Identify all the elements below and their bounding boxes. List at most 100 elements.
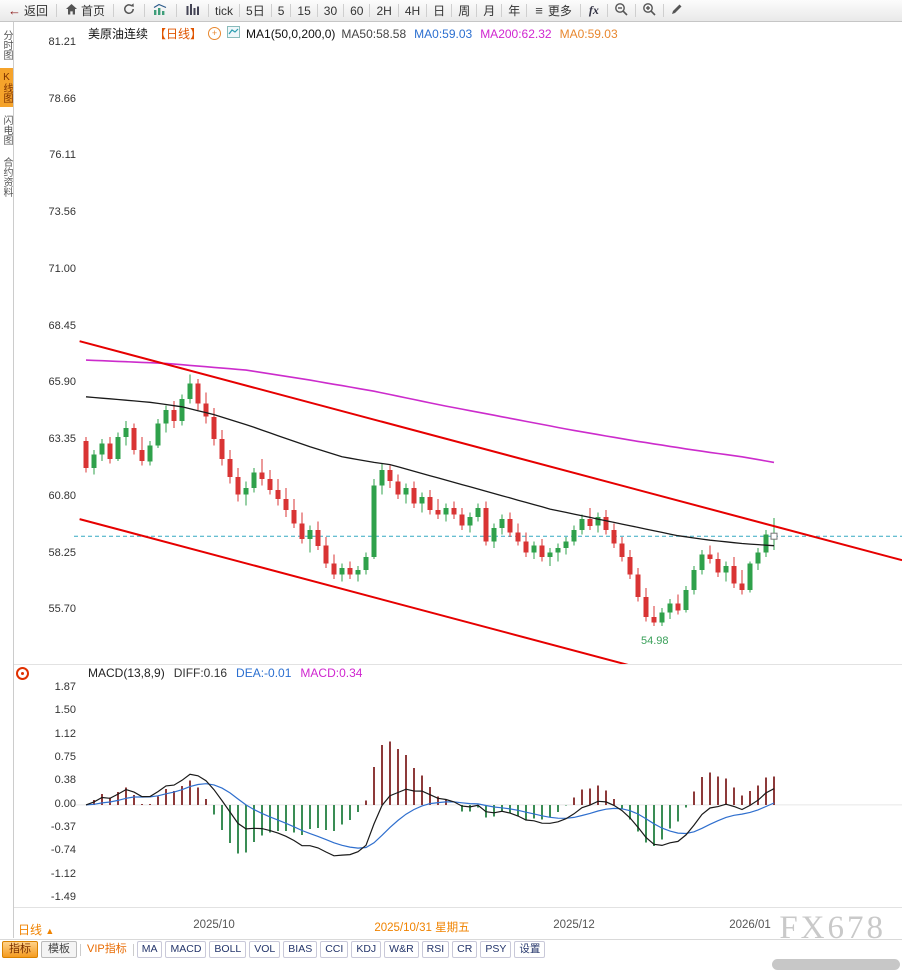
chart-type-sidebar: 分时图 K线图闪电图合约资料 bbox=[0, 22, 14, 938]
back-label: 返回 bbox=[24, 4, 49, 18]
toolbar-separator bbox=[316, 4, 318, 17]
date-axis-label-0: 2025/10 bbox=[193, 919, 235, 931]
macd-axis-label: -0.37 bbox=[50, 820, 76, 833]
period-button-7[interactable]: 4H bbox=[404, 3, 421, 18]
period-button-9[interactable]: 周 bbox=[458, 4, 471, 18]
macd-axis-label: -1.49 bbox=[50, 890, 76, 903]
indicator-tab-9[interactable]: KDJ bbox=[351, 941, 382, 958]
home-icon bbox=[65, 3, 78, 19]
indicator-tab-11[interactable]: RSI bbox=[421, 941, 450, 958]
line-chart-icon bbox=[153, 3, 168, 19]
toolbar-separator bbox=[634, 4, 636, 17]
period-tag: 【日线】 bbox=[154, 27, 203, 41]
macd-axis-label: 1.87 bbox=[54, 681, 76, 693]
indicator-toolbar: 指标 模板 VIP指标 MA MACD BOLL VOL BIAS CCI KDJ W&R RSI CR… bbox=[0, 940, 602, 959]
indicator-tab-3[interactable]: MA bbox=[136, 941, 163, 958]
price-axis-label: 63.35 bbox=[48, 433, 76, 446]
indicator-tab-2[interactable]: VIP指标 bbox=[87, 943, 127, 955]
indicator-tab-0[interactable]: 指标 bbox=[2, 941, 38, 958]
macd-axis-label: 1.50 bbox=[54, 704, 76, 717]
ma-value-3: MA0:59.03 bbox=[559, 26, 618, 41]
add-indicator-icon[interactable]: + bbox=[208, 27, 222, 40]
macd-plot[interactable] bbox=[14, 682, 902, 906]
indicator-tab-1[interactable]: 模板 bbox=[41, 941, 77, 958]
indicator-tab-12[interactable]: CR bbox=[452, 941, 478, 958]
toolbar-separator bbox=[239, 4, 241, 17]
candles-layer bbox=[83, 374, 777, 627]
macd-axis-label: -1.12 bbox=[50, 867, 76, 880]
ma-settings-icon[interactable] bbox=[227, 26, 241, 41]
indicator-tab-10[interactable]: W&R bbox=[384, 941, 419, 958]
period-button-2[interactable]: 5 bbox=[277, 3, 285, 18]
date-axis-label-2: 2025/12 bbox=[553, 919, 595, 931]
ma200-line bbox=[85, 359, 775, 464]
chart-header: 美原油连续 【日线】 + MA1(50,0,200,0) MA50:58.58 M… bbox=[88, 25, 618, 42]
toolbar-separator bbox=[369, 4, 371, 17]
macd-value-1: DEA:-0.01 bbox=[236, 666, 292, 680]
price-axis-label: 58.25 bbox=[48, 546, 76, 559]
toolbar-separator bbox=[343, 4, 345, 17]
date-axis-label-1: 2025/10/31 星期五 bbox=[374, 922, 470, 934]
macd-formula: MACD(13,8,9) bbox=[88, 666, 165, 680]
volume-chart-button[interactable] bbox=[177, 0, 208, 21]
sidebar-item-0[interactable]: 分时图 bbox=[1, 30, 12, 60]
indicator-tab-4[interactable]: MACD bbox=[165, 941, 207, 958]
ma-value-0: MA50:58.58 bbox=[341, 26, 407, 41]
dea-line bbox=[85, 783, 775, 849]
ma-values: MA50:58.58 MA0:59.03 MA200:62.32 MA0:59.03 bbox=[341, 27, 617, 41]
price-axis-label: 81.21 bbox=[48, 36, 76, 48]
toolbar-separator bbox=[579, 4, 581, 17]
timeframe-arrow-icon: ▲ bbox=[45, 926, 55, 936]
line-chart-button[interactable] bbox=[145, 0, 176, 21]
macd-value-2: MACD:0.34 bbox=[300, 666, 363, 680]
price-axis-label: 60.80 bbox=[48, 489, 76, 502]
indicator-tab-6[interactable]: VOL bbox=[249, 941, 281, 958]
period-button-10[interactable]: 月 bbox=[483, 4, 496, 18]
fx-label: fx bbox=[588, 3, 599, 17]
horizontal-scrollbar-thumb[interactable] bbox=[772, 959, 900, 970]
sidebar-item-2[interactable]: 闪电图 bbox=[1, 115, 12, 145]
toolbar-separator bbox=[662, 4, 664, 17]
period-button-5[interactable]: 60 bbox=[350, 3, 364, 18]
macd-indicator-icon[interactable] bbox=[16, 667, 29, 680]
period-button-1[interactable]: 5日 bbox=[246, 4, 265, 18]
draw-tool-button[interactable] bbox=[664, 0, 690, 21]
period-button-0[interactable]: tick bbox=[215, 3, 234, 18]
timeframe-badge[interactable]: 日线 ▲ bbox=[18, 921, 54, 938]
fx-indicators-button[interactable]: fx bbox=[581, 0, 607, 21]
toolbar-separator bbox=[526, 4, 528, 17]
volume-chart-icon bbox=[185, 3, 200, 19]
pane-divider bbox=[14, 664, 902, 665]
macd-axis-label: 0.00 bbox=[54, 797, 76, 810]
toolbar-separator bbox=[606, 4, 608, 17]
indicator-tab-5[interactable]: BOLL bbox=[209, 941, 247, 958]
price-axis-label: 76.11 bbox=[49, 149, 76, 162]
back-button[interactable]: ← 返回 bbox=[0, 0, 56, 21]
indicator-tab-7[interactable]: BIAS bbox=[283, 941, 318, 958]
period-button-6[interactable]: 2H bbox=[376, 3, 392, 18]
zoom-out-button[interactable] bbox=[608, 0, 635, 21]
macd-axis-label: 1.12 bbox=[54, 727, 76, 740]
back-arrow-icon: ← bbox=[8, 3, 21, 18]
period-button-4[interactable]: 30 bbox=[323, 3, 338, 18]
period-button-3[interactable]: 15 bbox=[297, 3, 311, 18]
ma-value-2: MA200:62.32 bbox=[480, 26, 552, 41]
toolbar-separator bbox=[270, 4, 272, 17]
zoom-in-button[interactable] bbox=[636, 0, 663, 21]
more-button[interactable]: ≡ 更多 bbox=[527, 0, 580, 21]
footer-separator bbox=[80, 943, 81, 956]
indicator-tab-13[interactable]: PSY bbox=[480, 941, 512, 958]
period-button-8[interactable]: 日 bbox=[433, 4, 446, 18]
period-button-11[interactable]: 年 bbox=[508, 4, 521, 18]
price-axis-label: 68.45 bbox=[48, 319, 76, 332]
indicator-tab-8[interactable]: CCI bbox=[320, 941, 349, 958]
candlestick-plot[interactable]: 54.98 bbox=[14, 22, 902, 664]
sidebar-item-3[interactable]: 合约资料 bbox=[1, 157, 12, 197]
indicator-tab-14[interactable]: 设置 bbox=[514, 941, 546, 958]
home-button[interactable]: 首页 bbox=[57, 0, 113, 21]
timeframe-label: 日线 bbox=[18, 923, 43, 937]
channel-lower-line bbox=[79, 518, 629, 664]
sidebar-item-1[interactable]: K线图 bbox=[0, 68, 13, 107]
refresh-button[interactable] bbox=[114, 0, 144, 21]
